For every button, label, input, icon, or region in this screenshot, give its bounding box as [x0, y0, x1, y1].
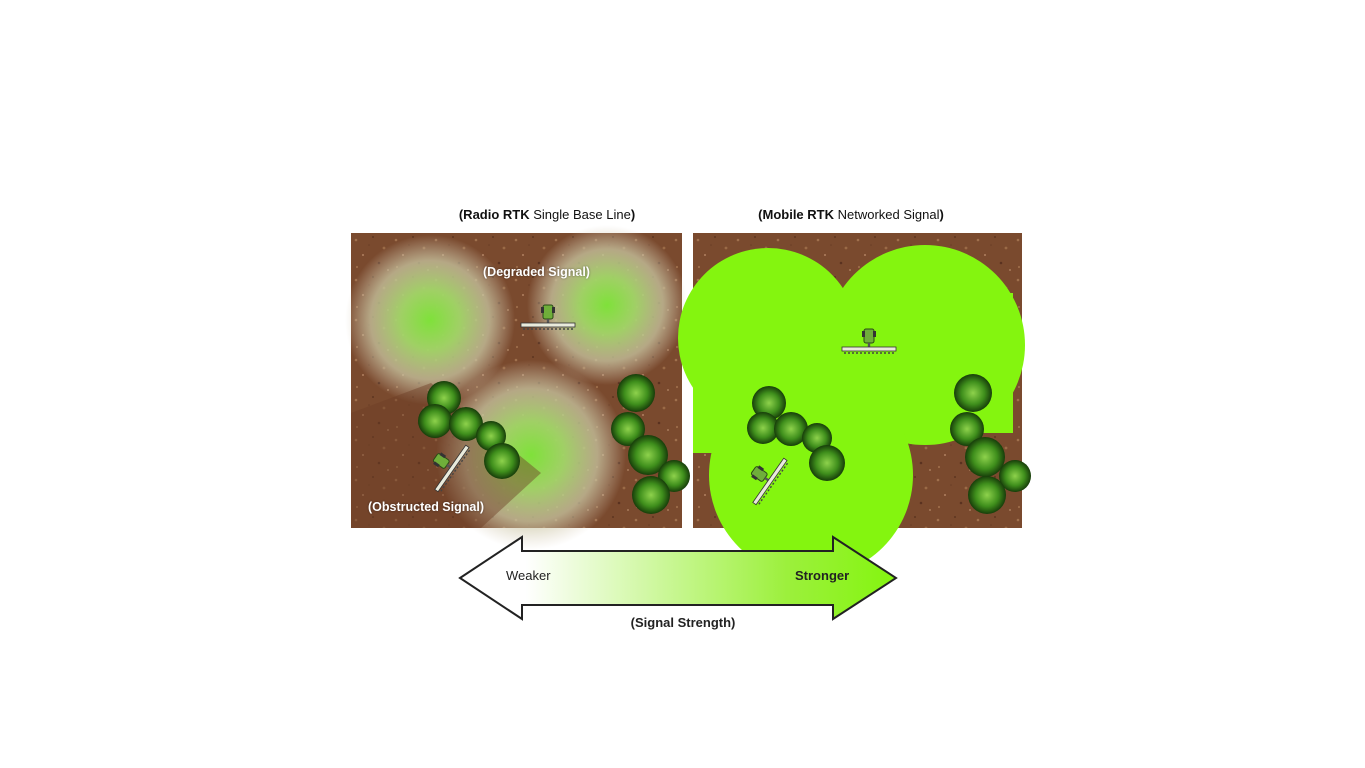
stronger-label: Stronger: [795, 568, 850, 583]
mobile-rtk-field: [678, 233, 1031, 577]
tree-cluster: [611, 374, 690, 514]
signal-zone: [436, 360, 626, 550]
mobile-rtk-panel: [678, 233, 1031, 577]
mobile-rtk-caption: (Mobile RTK Networked Signal): [758, 207, 944, 222]
radio-rtk-panel: (Degraded Signal) (Obstructed Signal): [345, 225, 690, 550]
tree-cluster: [747, 386, 845, 481]
signal-strength-caption: (Signal Strength): [630, 615, 736, 630]
tree-cluster: [950, 374, 1031, 514]
radio-rtk-field: [345, 225, 690, 550]
weaker-label: Weaker: [506, 568, 551, 583]
radio-rtk-caption: (Radio RTK Single Base Line): [458, 207, 636, 222]
obstructed-signal-label: (Obstructed Signal): [368, 500, 484, 514]
signal-strength-arrow: [458, 535, 898, 621]
signal-zone: [345, 235, 515, 405]
degraded-signal-label: (Degraded Signal): [483, 265, 590, 279]
tree-cluster: [418, 381, 520, 479]
signal-zone: [527, 225, 687, 385]
